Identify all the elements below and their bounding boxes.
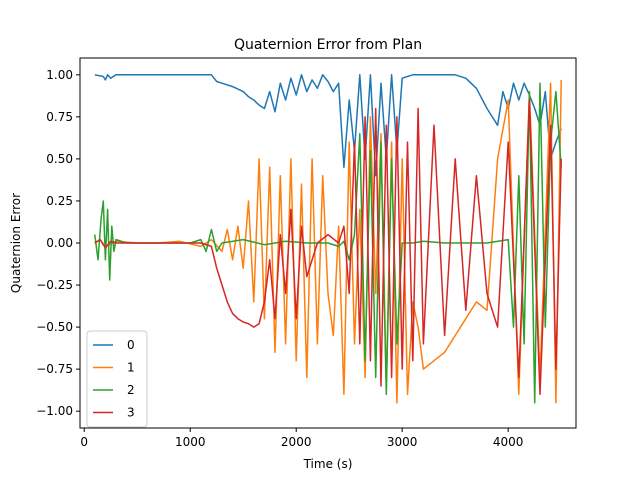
y-axis: −1.00 −0.75 −0.50 −0.25 0.00 0.25 0.50 0.75 1.00	[36, 68, 80, 418]
y-tick-label: 0.00	[46, 236, 73, 250]
plot-area	[94, 74, 562, 404]
x-tick-label: 4000	[493, 435, 524, 449]
legend-label-0: 0	[127, 338, 135, 352]
series-line-1	[94, 79, 562, 404]
legend-label-2: 2	[127, 383, 135, 397]
x-tick-label: 0	[80, 435, 88, 449]
legend-label-3: 3	[127, 406, 135, 420]
y-tick-label: −1.00	[36, 404, 73, 418]
y-tick-label: 0.50	[46, 152, 73, 166]
y-tick-label: 0.25	[46, 194, 73, 208]
chart-title: Quaternion Error from Plan	[234, 37, 422, 53]
legend: 0 1 2 3	[86, 330, 148, 428]
y-tick-label: −0.50	[36, 320, 73, 334]
series-line-3	[94, 99, 562, 396]
y-tick-label: −0.25	[36, 278, 73, 292]
legend-box	[86, 330, 148, 428]
x-tick-label: 2000	[281, 435, 312, 449]
y-tick-label: −0.75	[36, 362, 73, 376]
x-axis: 0 1000 2000 3000 4000	[80, 428, 523, 449]
y-axis-label: Quaternion Error	[9, 193, 23, 293]
x-axis-label: Time (s)	[303, 457, 353, 471]
x-tick-label: 3000	[387, 435, 418, 449]
series-line-0	[94, 74, 562, 177]
x-tick-label: 1000	[175, 435, 206, 449]
legend-label-1: 1	[127, 361, 135, 375]
y-tick-label: 1.00	[46, 68, 73, 82]
y-tick-label: 0.75	[46, 110, 73, 124]
